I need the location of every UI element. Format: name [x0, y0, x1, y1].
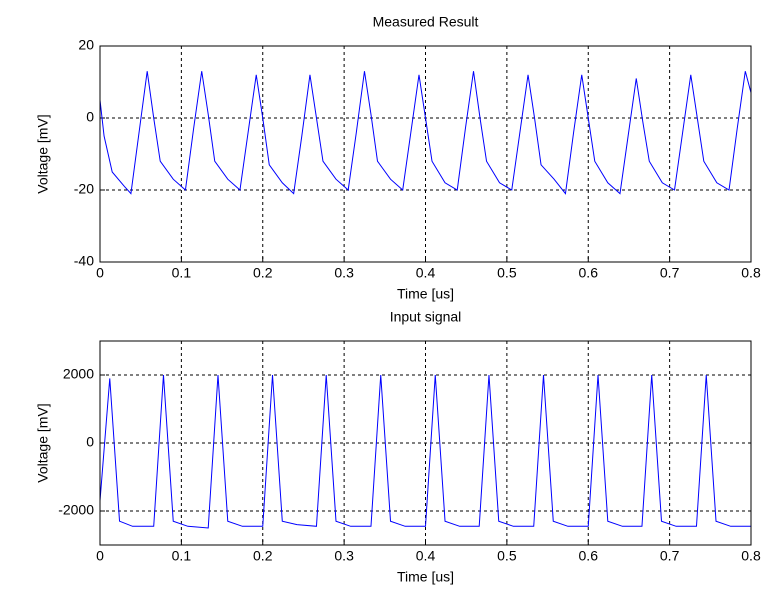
x-axis-label: Time [us]	[397, 286, 454, 302]
chart-title: Input signal	[390, 309, 462, 325]
x-tick-label: 0	[96, 265, 104, 281]
y-tick-label: -20	[74, 181, 94, 197]
chart-title: Measured Result	[373, 14, 479, 30]
x-tick-label: 0.5	[497, 548, 517, 564]
subplot: 0 0.1 0.2 0.3 0.4 0.5 0.6 0.7 0.8 -2000 0 2000 Input…	[35, 309, 761, 585]
x-tick-label: 0.6	[579, 265, 599, 281]
x-tick-label: 0.1	[172, 548, 192, 564]
x-tick-label: 0.3	[334, 265, 354, 281]
y-tick-label: 2000	[63, 366, 94, 382]
data-line	[99, 374, 751, 529]
y-axis-label: Voltage [mV]	[35, 403, 51, 482]
x-tick-label: 0.7	[660, 265, 680, 281]
y-tick-label: 20	[78, 37, 94, 53]
x-tick-label: 0.4	[416, 548, 436, 564]
x-tick-label: 0.2	[253, 548, 273, 564]
x-tick-label: 0.8	[741, 548, 761, 564]
y-tick-label: 0	[86, 109, 94, 125]
y-tick-label: 0	[86, 434, 94, 450]
x-tick-label: 0.1	[172, 265, 192, 281]
axes-box	[99, 340, 752, 546]
y-tick-label: -40	[74, 253, 94, 269]
axes-box	[99, 45, 752, 263]
y-tick-label: -2000	[58, 502, 94, 518]
x-tick-label: 0	[96, 548, 104, 564]
x-tick-label: 0.8	[741, 265, 761, 281]
x-tick-label: 0.5	[497, 265, 517, 281]
x-tick-label: 0.6	[579, 548, 599, 564]
x-tick-label: 0.3	[334, 548, 354, 564]
data-line	[99, 71, 752, 195]
x-axis-label: Time [us]	[397, 569, 454, 585]
subplot: 0 0.1 0.2 0.3 0.4 0.5 0.6 0.7 0.8 -40 -20 0 20 Measur…	[35, 14, 761, 302]
x-tick-label: 0.2	[253, 265, 273, 281]
y-axis-label: Voltage [mV]	[35, 114, 51, 193]
x-tick-label: 0.4	[416, 265, 436, 281]
x-tick-label: 0.7	[660, 548, 680, 564]
